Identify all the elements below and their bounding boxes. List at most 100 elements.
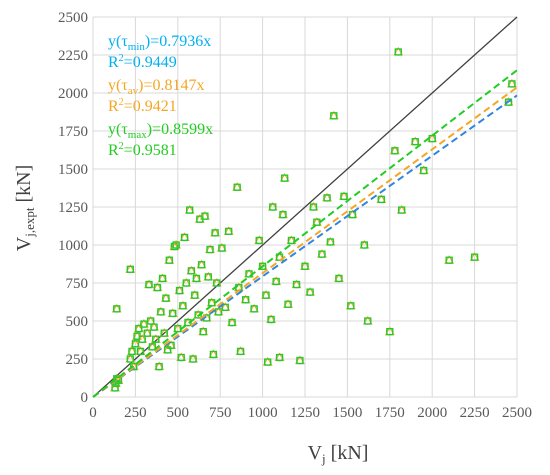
data-point: [213, 306, 224, 316]
equation-pre: y(τ: [108, 33, 128, 50]
marker-square: [306, 288, 314, 296]
marker-square: [214, 308, 223, 316]
data-point: [198, 326, 209, 336]
marker-square: [309, 203, 318, 211]
reference-line-1-1: [92, 16, 518, 398]
equation-pre: y(τ: [108, 77, 128, 94]
r2-sup: 2: [119, 141, 124, 152]
data-point: [199, 211, 210, 220]
data-point: [279, 173, 290, 182]
data-point: [144, 279, 154, 289]
marker-square: [420, 166, 428, 175]
data-point: [418, 165, 429, 175]
data-point: [384, 326, 395, 336]
marker-square: [187, 267, 196, 275]
marker-square: [258, 262, 267, 270]
y-tick-label: 1750: [58, 124, 88, 140]
marker-square: [279, 210, 287, 219]
marker-square: [267, 315, 275, 324]
trend-line-square: [92, 69, 518, 398]
marker-square: [236, 347, 245, 356]
data-point: [262, 356, 273, 366]
marker-square: [284, 300, 292, 308]
data-point: [216, 242, 227, 252]
marker-square: [340, 192, 348, 201]
marker-square: [192, 274, 201, 283]
equation-post: )=0.8599x: [147, 121, 213, 138]
x-tick-label: 2000: [417, 405, 447, 421]
equation-post: )=0.7936x: [145, 33, 211, 50]
marker-square: [158, 274, 167, 283]
data-point: [240, 294, 251, 304]
data-point: [503, 97, 514, 106]
marker-square: [165, 256, 173, 264]
x-tick-label: 2500: [502, 405, 532, 421]
data-point: [171, 239, 182, 249]
marker-square: [160, 329, 168, 337]
marker-square: [386, 327, 394, 336]
data-points: [110, 46, 517, 392]
r-squared-min: R2=0.9449: [108, 53, 177, 71]
equation-post: )=0.8147x: [138, 77, 204, 94]
marker-square: [228, 318, 236, 327]
marker-square: [152, 335, 160, 343]
data-point: [322, 192, 332, 202]
marker-square: [157, 308, 165, 316]
data-point: [261, 290, 271, 300]
marker-square: [347, 302, 355, 310]
data-point: [308, 201, 319, 211]
marker-square: [150, 323, 158, 331]
data-point: [159, 328, 170, 338]
data-point: [203, 271, 214, 281]
data-point: [188, 353, 199, 363]
y-tick-label: 1250: [58, 200, 88, 216]
data-point: [317, 249, 327, 258]
marker-square: [201, 212, 209, 220]
x-tick-label: 250: [124, 405, 147, 421]
data-point: [294, 355, 305, 365]
data-point: [444, 255, 455, 265]
data-point: [232, 182, 243, 192]
data-point: [196, 259, 207, 269]
y-tick-label: 2000: [58, 86, 88, 102]
marker-square: [330, 112, 338, 120]
marker-square: [364, 317, 372, 325]
data-point: [305, 287, 316, 296]
data-point: [345, 300, 356, 310]
data-point: [267, 201, 278, 211]
y-tick-label: 500: [66, 314, 89, 330]
data-point: [328, 110, 339, 120]
marker-square: [391, 147, 399, 155]
tick-labels: 0 250 500 750 1000 1250 1500 1750 2000 2250 250002…: [58, 10, 532, 421]
marker-square: [155, 362, 163, 371]
data-point: [333, 273, 344, 283]
data-point: [179, 232, 190, 242]
marker-square: [213, 279, 221, 287]
data-point: [278, 209, 288, 219]
data-point: [274, 352, 285, 362]
equation-av: y(τav)=0.8147x: [108, 77, 205, 97]
marker-square: [470, 253, 479, 261]
data-point: [286, 235, 297, 245]
data-point: [393, 46, 404, 56]
marker-square: [233, 183, 241, 191]
r2-pre: R: [108, 142, 119, 159]
data-point: [130, 338, 141, 348]
data-point: [347, 209, 358, 219]
marker-square: [318, 250, 326, 258]
marker-square: [126, 265, 134, 273]
trend-line-circle: [92, 94, 518, 398]
r2-sup: 2: [119, 97, 124, 108]
marker-square: [131, 340, 140, 348]
marker-square: [194, 311, 202, 319]
data-point: [249, 303, 260, 313]
data-point: [133, 323, 144, 333]
r2-pre: R: [108, 54, 119, 71]
r-squared-max: R2=0.9581: [108, 141, 177, 159]
data-point: [376, 194, 387, 204]
data-point: [176, 352, 187, 362]
r2-sup: 2: [119, 53, 124, 64]
data-point: [110, 382, 120, 392]
data-point: [149, 321, 160, 331]
y-tick-label: 1000: [58, 238, 88, 254]
